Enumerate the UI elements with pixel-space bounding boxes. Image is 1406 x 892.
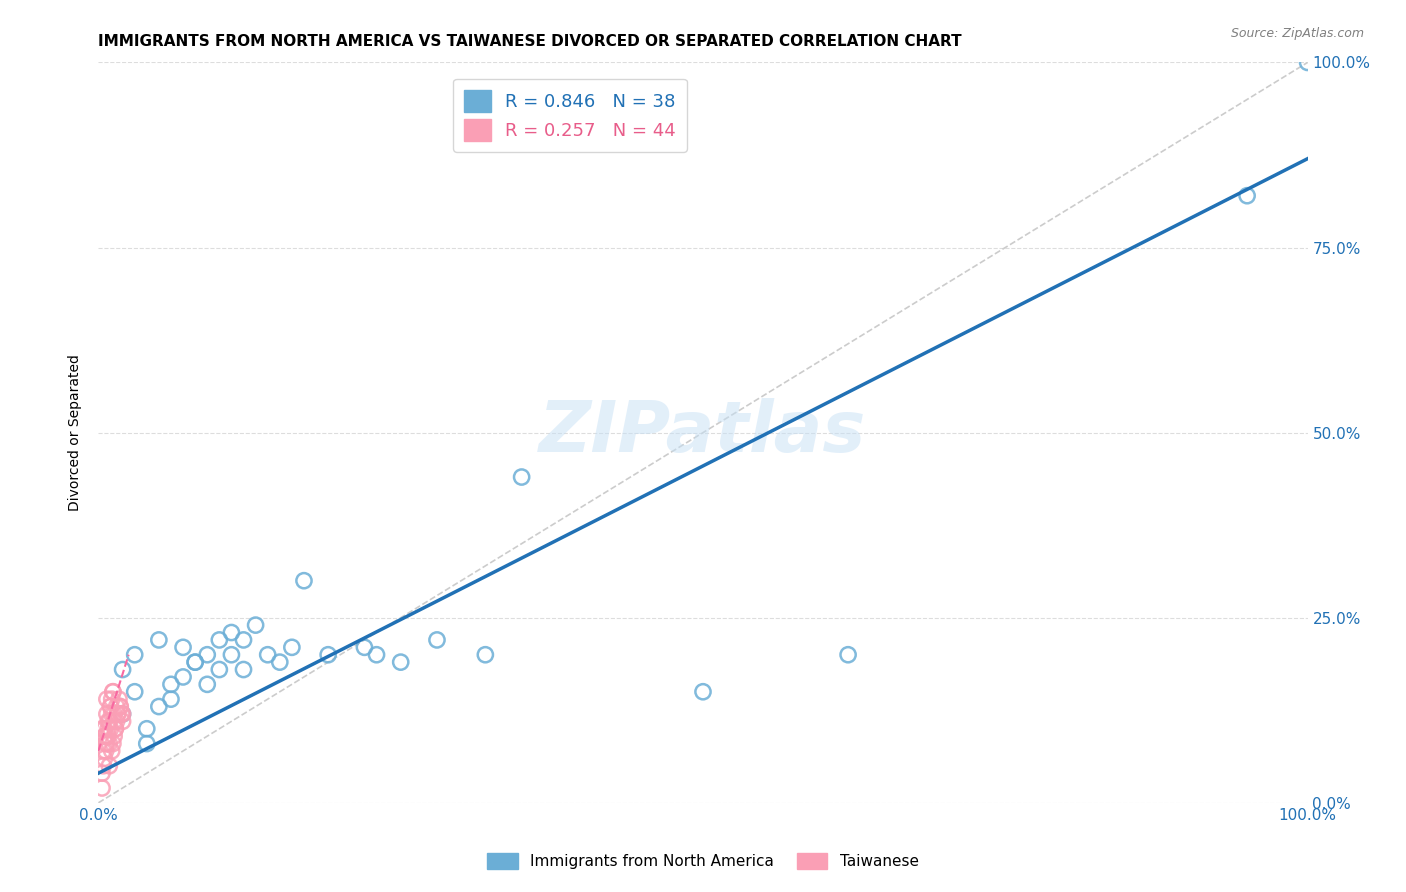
Point [94, 744, 117, 758]
Point [98, 714, 121, 729]
Point [100, 699, 122, 714]
Point [245, 618, 267, 632]
Point [103, 706, 125, 721]
Point [1296, 55, 1319, 70]
Point [98, 737, 121, 751]
Point [221, 625, 243, 640]
Point [232, 663, 254, 677]
Point [426, 632, 449, 647]
Point [100, 699, 122, 714]
Point [124, 648, 146, 662]
Point [93, 729, 115, 743]
Point [135, 737, 157, 751]
Point [100, 744, 122, 758]
Point [104, 722, 127, 736]
Point [101, 685, 124, 699]
Point [101, 685, 124, 699]
Point [100, 722, 122, 736]
Point [111, 714, 134, 729]
Point [316, 648, 339, 662]
Point [94, 737, 117, 751]
Point [111, 706, 134, 721]
Point [91, 758, 114, 772]
Point [91, 780, 114, 795]
Point [105, 699, 128, 714]
Point [93, 751, 115, 765]
Text: Source: ZipAtlas.com: Source: ZipAtlas.com [1230, 27, 1364, 40]
Point [91, 766, 114, 780]
Point [100, 706, 122, 721]
Point [108, 699, 131, 714]
Point [100, 692, 122, 706]
Point [208, 663, 231, 677]
Point [292, 574, 315, 588]
Point [160, 677, 183, 691]
Point [353, 640, 375, 655]
Point [124, 685, 146, 699]
Point [107, 706, 129, 721]
Point [91, 722, 114, 736]
Point [97, 722, 120, 736]
Point [148, 699, 170, 714]
Text: IMMIGRANTS FROM NORTH AMERICA VS TAIWANESE DIVORCED OR SEPARATED CORRELATION CHA: IMMIGRANTS FROM NORTH AMERICA VS TAIWANE… [98, 34, 962, 49]
Point [105, 714, 128, 729]
Point [96, 737, 118, 751]
Point [101, 737, 124, 751]
Point [96, 706, 118, 721]
Point [232, 632, 254, 647]
Point [366, 648, 388, 662]
Point [160, 692, 183, 706]
Point [97, 729, 120, 743]
Point [221, 648, 243, 662]
Point [269, 655, 291, 669]
Legend: R = 0.846   N = 38, R = 0.257   N = 44: R = 0.846 N = 38, R = 0.257 N = 44 [453, 78, 688, 152]
Point [389, 655, 412, 669]
Point [195, 648, 218, 662]
Point [208, 632, 231, 647]
Point [148, 632, 170, 647]
Point [103, 714, 125, 729]
Point [111, 706, 134, 721]
Point [172, 670, 194, 684]
Point [96, 692, 118, 706]
Point [837, 648, 859, 662]
Point [184, 655, 207, 669]
Point [172, 640, 194, 655]
Point [281, 640, 304, 655]
Point [135, 722, 157, 736]
Point [692, 685, 714, 699]
Point [474, 648, 496, 662]
Point [184, 655, 207, 669]
Point [111, 663, 134, 677]
Point [195, 677, 218, 691]
Point [110, 706, 132, 721]
Point [108, 692, 131, 706]
Point [94, 729, 117, 743]
Point [103, 729, 125, 743]
Point [256, 648, 278, 662]
Y-axis label: Divorced or Separated: Divorced or Separated [69, 354, 83, 511]
Point [98, 758, 121, 772]
Point [1236, 188, 1258, 202]
Text: ZIPatlas: ZIPatlas [540, 398, 866, 467]
Legend: Immigrants from North America, Taiwanese: Immigrants from North America, Taiwanese [481, 847, 925, 875]
Point [91, 744, 114, 758]
Point [93, 722, 115, 736]
Point [104, 722, 127, 736]
Point [97, 714, 120, 729]
Point [107, 706, 129, 721]
Point [108, 699, 131, 714]
Point [510, 470, 533, 484]
